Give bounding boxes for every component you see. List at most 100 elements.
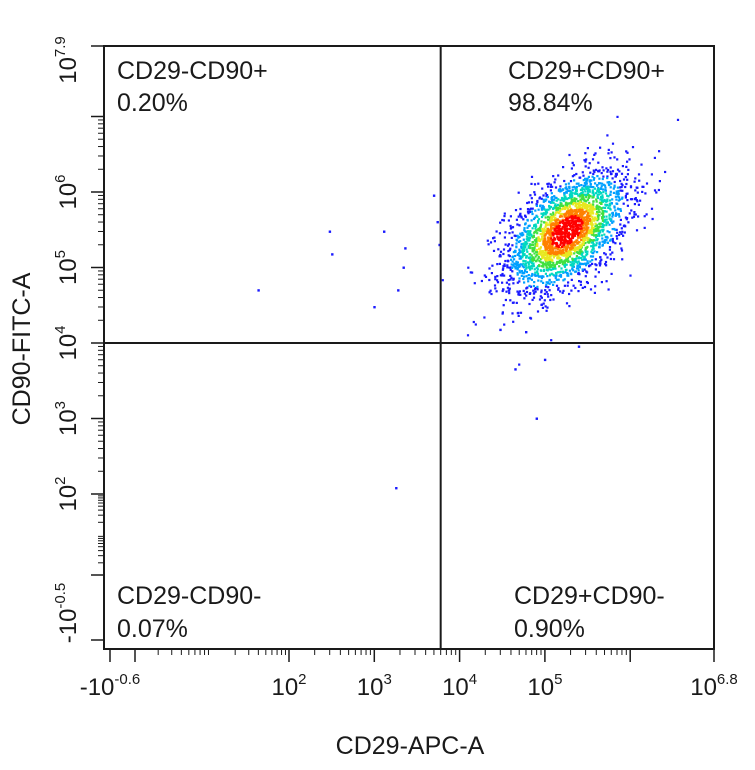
event-point bbox=[611, 215, 614, 218]
event-point bbox=[561, 238, 564, 241]
event-point bbox=[557, 278, 560, 281]
event-point bbox=[644, 192, 647, 195]
event-point bbox=[584, 152, 587, 155]
event-point bbox=[584, 165, 587, 168]
event-point bbox=[611, 212, 614, 215]
event-point bbox=[598, 211, 601, 214]
event-point bbox=[550, 237, 553, 240]
event-point bbox=[545, 281, 548, 284]
event-point bbox=[577, 200, 580, 203]
event-point bbox=[583, 262, 586, 265]
event-point bbox=[557, 288, 560, 291]
event-point bbox=[561, 291, 564, 294]
event-point bbox=[559, 213, 562, 216]
event-point bbox=[598, 229, 602, 232]
event-point bbox=[511, 260, 514, 263]
event-point bbox=[528, 239, 531, 242]
event-point bbox=[597, 226, 600, 229]
event-point bbox=[562, 199, 565, 203]
event-point bbox=[574, 221, 577, 225]
event-point bbox=[581, 216, 584, 219]
quadrant-ur-percent: 98.84% bbox=[508, 89, 593, 117]
event-point bbox=[570, 278, 573, 281]
event-point bbox=[564, 269, 567, 272]
event-point bbox=[565, 219, 569, 222]
event-point bbox=[637, 173, 641, 176]
quadrant-gates bbox=[104, 46, 714, 649]
event-point bbox=[619, 218, 622, 221]
event-point bbox=[591, 205, 594, 209]
event-point bbox=[572, 164, 575, 167]
event-point bbox=[577, 194, 580, 197]
event-point bbox=[574, 230, 577, 233]
event-point bbox=[590, 221, 593, 224]
event-point bbox=[547, 261, 550, 264]
event-point bbox=[493, 236, 496, 239]
event-point bbox=[545, 208, 548, 211]
event-point bbox=[580, 256, 583, 260]
event-point bbox=[619, 242, 622, 245]
event-point bbox=[546, 306, 549, 309]
event-point bbox=[466, 334, 470, 337]
event-point bbox=[483, 316, 486, 319]
event-point bbox=[554, 254, 557, 257]
event-point bbox=[602, 240, 605, 243]
event-point bbox=[623, 231, 626, 234]
event-point bbox=[550, 339, 553, 342]
event-point bbox=[498, 262, 501, 265]
event-point bbox=[580, 227, 583, 230]
event-point bbox=[620, 232, 623, 235]
event-point bbox=[560, 258, 563, 262]
event-point bbox=[544, 272, 547, 275]
event-point bbox=[559, 290, 562, 293]
event-point bbox=[516, 273, 519, 276]
event-point bbox=[630, 209, 633, 212]
event-point bbox=[604, 263, 607, 266]
event-point bbox=[540, 215, 544, 219]
event-point bbox=[531, 227, 534, 230]
event-point bbox=[578, 246, 581, 249]
event-point bbox=[580, 208, 583, 211]
event-point bbox=[619, 231, 622, 234]
event-point bbox=[586, 223, 589, 226]
event-point bbox=[600, 196, 603, 199]
event-point bbox=[592, 208, 595, 211]
event-point bbox=[613, 206, 616, 209]
event-point bbox=[509, 227, 512, 230]
event-point bbox=[583, 216, 586, 219]
event-point bbox=[568, 252, 571, 256]
event-point bbox=[568, 255, 571, 258]
event-point bbox=[514, 266, 517, 269]
event-point bbox=[542, 231, 545, 234]
event-point bbox=[523, 271, 526, 274]
event-point bbox=[566, 188, 569, 191]
event-point bbox=[524, 260, 527, 263]
event-point bbox=[577, 214, 580, 218]
event-point bbox=[579, 244, 582, 247]
event-point bbox=[592, 172, 595, 175]
event-point bbox=[581, 191, 584, 194]
event-point bbox=[579, 210, 582, 213]
outlier-point bbox=[525, 331, 528, 334]
event-point bbox=[597, 186, 600, 190]
axes: -10-0.6 102 103 104 105 106.8 -10-0.5 102 103 104… bbox=[52, 36, 738, 701]
event-point bbox=[543, 292, 546, 295]
event-point bbox=[562, 218, 565, 221]
event-point bbox=[530, 233, 533, 236]
event-point bbox=[499, 255, 502, 258]
event-point bbox=[571, 231, 574, 234]
event-point bbox=[564, 204, 567, 207]
event-point bbox=[581, 255, 584, 258]
event-point bbox=[552, 266, 555, 269]
event-point bbox=[603, 199, 606, 202]
event-point bbox=[606, 175, 609, 178]
event-point bbox=[523, 253, 526, 256]
event-point bbox=[517, 311, 520, 314]
event-point bbox=[578, 227, 581, 230]
event-point bbox=[554, 219, 557, 222]
event-point bbox=[516, 261, 519, 264]
event-point bbox=[551, 230, 554, 234]
event-point bbox=[605, 218, 608, 221]
event-point bbox=[618, 170, 621, 173]
event-point bbox=[535, 239, 538, 243]
